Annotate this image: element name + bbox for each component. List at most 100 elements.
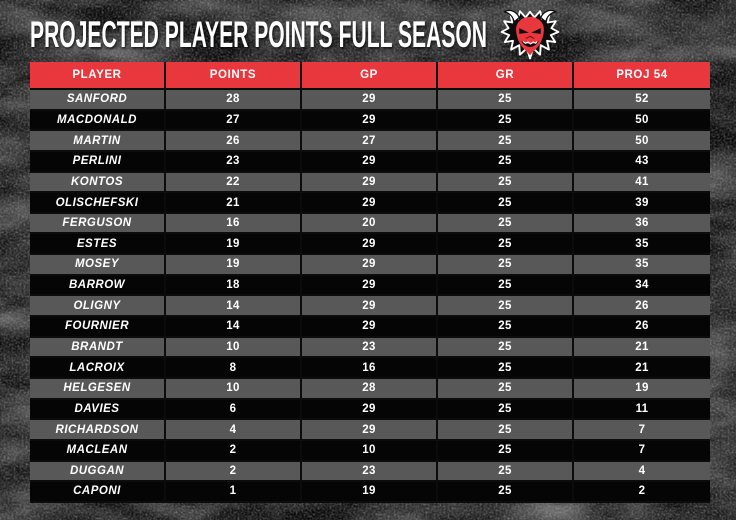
header-cell-player: PLAYER bbox=[30, 62, 166, 88]
table-row: DAVIES 6 29 25 11 bbox=[30, 399, 710, 421]
player-cell: MOSEY bbox=[30, 255, 166, 274]
player-cell: DAVIES bbox=[30, 399, 166, 419]
proj54-cell: 26 bbox=[635, 299, 649, 312]
gp-cell: 19 bbox=[302, 482, 438, 501]
points-cell: 23 bbox=[166, 151, 302, 171]
gr-cell: 25 bbox=[438, 378, 574, 398]
gp-cell: 29 bbox=[302, 317, 438, 336]
gp-cell: 29 bbox=[302, 399, 438, 419]
player-cell: MACDONALD bbox=[30, 110, 166, 130]
gr-cell: 25 bbox=[438, 234, 574, 254]
header-cell-gr: GR bbox=[438, 62, 574, 88]
table-row: MACDONALD 27 29 25 50 bbox=[30, 110, 710, 132]
points-cell: 14 bbox=[166, 317, 302, 336]
proj54-cell: 50 bbox=[635, 113, 649, 126]
points-cell: 2 bbox=[166, 461, 302, 481]
proj54-cell: 7 bbox=[638, 423, 646, 436]
gp-cell: 20 bbox=[302, 213, 438, 233]
proj54-cell: 21 bbox=[635, 341, 649, 353]
proj54-cell: 52 bbox=[635, 93, 649, 106]
table-row: RICHARDSON 4 29 25 7 bbox=[30, 420, 710, 441]
gp-cell: 29 bbox=[302, 420, 438, 439]
gr-cell: 25 bbox=[438, 131, 574, 150]
gr-cell: 25 bbox=[438, 255, 574, 274]
points-cell: 16 bbox=[166, 213, 302, 233]
gr-cell: 25 bbox=[438, 399, 574, 419]
gp-cell: 28 bbox=[302, 378, 438, 398]
table-row: MARTIN 26 27 25 50 bbox=[30, 131, 710, 152]
points-cell: 19 bbox=[166, 234, 302, 254]
table-row: FOURNIER 14 29 25 26 bbox=[30, 317, 710, 338]
gr-cell: 25 bbox=[438, 337, 574, 357]
proj54-cell: 19 bbox=[635, 382, 649, 395]
table-row: LACROIX 8 16 25 21 bbox=[30, 358, 710, 379]
proj54-cell: 36 bbox=[635, 217, 649, 230]
gr-cell: 25 bbox=[438, 213, 574, 233]
player-cell: MARTIN bbox=[30, 131, 166, 150]
points-cell: 2 bbox=[166, 440, 302, 460]
table-row: MACLEAN 2 10 25 7 bbox=[30, 440, 710, 462]
header-cell-proj-54: PROJ 54 bbox=[616, 69, 668, 81]
player-cell: SANFORD bbox=[30, 90, 166, 109]
points-cell: 14 bbox=[166, 296, 302, 316]
proj54-cell: 34 bbox=[635, 279, 649, 292]
gr-cell: 25 bbox=[438, 275, 574, 295]
gp-cell: 23 bbox=[302, 337, 438, 357]
proj54-cell: 4 bbox=[638, 464, 646, 477]
player-cell: CAPONI bbox=[30, 482, 166, 501]
proj54-cell: 35 bbox=[635, 237, 649, 250]
player-cell: OLISCHEFSKI bbox=[30, 193, 166, 212]
proj54-cell: 39 bbox=[635, 196, 649, 209]
gp-cell: 29 bbox=[302, 275, 438, 295]
proj54-cell: 35 bbox=[635, 258, 649, 271]
player-cell: ESTES bbox=[30, 234, 166, 254]
proj54-cell: 2 bbox=[638, 485, 646, 498]
points-cell: 4 bbox=[166, 420, 302, 439]
gr-cell: 25 bbox=[438, 110, 574, 130]
table-row: FERGUSON 16 20 25 36 bbox=[30, 213, 710, 235]
player-cell: PERLINI bbox=[30, 151, 166, 171]
title-bar: PROJECTED PLAYER POINTS FULL SEASON bbox=[30, 9, 710, 60]
player-cell: BRANDT bbox=[30, 337, 166, 357]
gp-cell: 29 bbox=[302, 172, 438, 192]
points-cell: 1 bbox=[166, 482, 302, 501]
points-cell: 26 bbox=[166, 131, 302, 150]
gr-cell: 25 bbox=[438, 317, 574, 336]
gp-cell: 16 bbox=[302, 358, 438, 377]
points-cell: 6 bbox=[166, 399, 302, 419]
points-cell: 28 bbox=[166, 90, 302, 109]
table-row: PERLINI 23 29 25 43 bbox=[30, 151, 710, 173]
player-cell: FOURNIER bbox=[30, 317, 166, 336]
player-cell: HELGESEN bbox=[30, 378, 166, 398]
gr-cell: 25 bbox=[438, 172, 574, 192]
gr-cell: 25 bbox=[438, 90, 574, 109]
points-cell: 22 bbox=[166, 172, 302, 192]
gp-cell: 29 bbox=[302, 255, 438, 274]
points-cell: 10 bbox=[166, 378, 302, 398]
devil-head-logo-icon bbox=[500, 9, 560, 60]
gp-cell: 23 bbox=[302, 461, 438, 481]
gp-cell: 27 bbox=[302, 131, 438, 150]
gr-cell: 25 bbox=[438, 440, 574, 460]
gp-cell: 29 bbox=[302, 296, 438, 316]
proj54-cell: 21 bbox=[635, 361, 649, 374]
points-cell: 19 bbox=[166, 255, 302, 274]
gr-cell: 25 bbox=[438, 151, 574, 171]
header-cell-gp: GP bbox=[302, 62, 438, 88]
points-table: PLAYER POINTS GP GR PROJ 54 SANFORD 28 29 25 52 M… bbox=[30, 62, 710, 503]
proj54-cell: 43 bbox=[635, 155, 649, 168]
table-body: SANFORD 28 29 25 52 MACDONALD 27 29 25 50 MARTIN 26… bbox=[30, 90, 710, 503]
table-row: KONTOS 22 29 25 41 bbox=[30, 172, 710, 194]
table-row: BRANDT 10 23 25 21 bbox=[30, 337, 710, 359]
table-row: MOSEY 19 29 25 35 bbox=[30, 255, 710, 276]
gr-cell: 25 bbox=[438, 420, 574, 439]
proj54-cell: 41 bbox=[635, 175, 649, 188]
player-cell: MACLEAN bbox=[30, 440, 166, 460]
points-cell: 21 bbox=[166, 193, 302, 212]
proj54-cell: 11 bbox=[635, 402, 649, 415]
gp-cell: 29 bbox=[302, 110, 438, 130]
proj54-cell: 50 bbox=[635, 134, 649, 147]
player-cell: KONTOS bbox=[30, 172, 166, 192]
player-cell: BARROW bbox=[30, 275, 166, 295]
